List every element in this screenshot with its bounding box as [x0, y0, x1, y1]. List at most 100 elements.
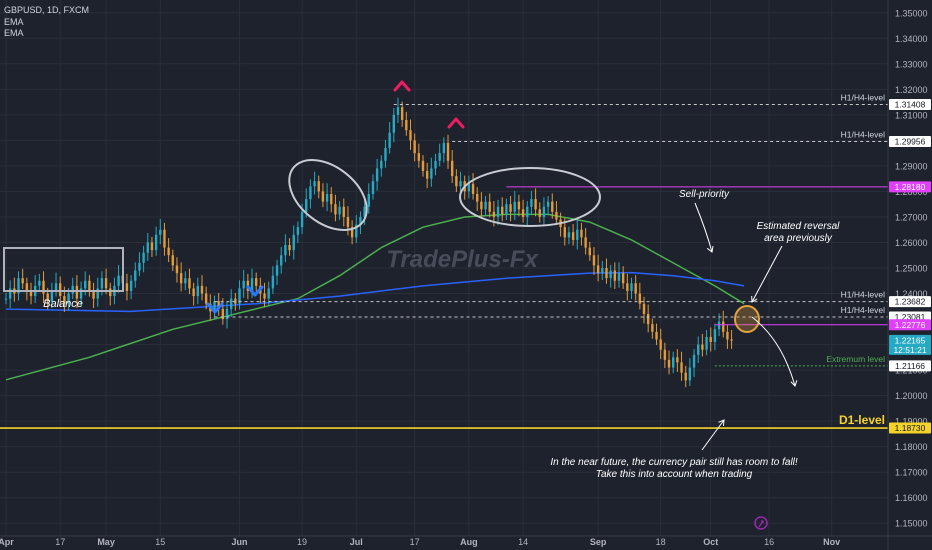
candle[interactable]: [38, 273, 41, 292]
sell-priority-arrow[interactable]: [694, 202, 714, 253]
candle[interactable]: [54, 272, 58, 297]
candle[interactable]: [409, 119, 412, 150]
candle[interactable]: [501, 197, 504, 222]
candle[interactable]: [546, 196, 550, 215]
candle[interactable]: [109, 282, 112, 306]
candle[interactable]: [471, 173, 475, 200]
candle[interactable]: [255, 272, 258, 292]
candle[interactable]: [405, 111, 408, 136]
candle[interactable]: [309, 179, 312, 209]
candle[interactable]: [705, 330, 708, 356]
candle[interactable]: [596, 254, 600, 282]
candle[interactable]: [217, 293, 220, 316]
ema-fast-line[interactable]: [5, 213, 745, 381]
candle[interactable]: [79, 281, 83, 307]
candle[interactable]: [580, 222, 583, 246]
candle[interactable]: [526, 201, 529, 227]
candle[interactable]: [171, 249, 174, 272]
candle[interactable]: [697, 336, 700, 363]
candle[interactable]: [359, 211, 362, 235]
candle[interactable]: [50, 282, 54, 309]
candle[interactable]: [496, 199, 500, 226]
candle[interactable]: [346, 206, 350, 236]
candle[interactable]: [609, 264, 612, 288]
candle[interactable]: [292, 225, 295, 260]
candle[interactable]: [400, 101, 404, 127]
candle[interactable]: [684, 365, 687, 388]
candle[interactable]: [571, 224, 575, 246]
candle[interactable]: [517, 194, 521, 217]
candle[interactable]: [584, 227, 587, 255]
candle[interactable]: [167, 238, 170, 263]
candle[interactable]: [192, 282, 195, 306]
candle[interactable]: [646, 304, 650, 333]
candle[interactable]: [33, 275, 37, 303]
candle[interactable]: [634, 275, 637, 301]
candle[interactable]: [317, 175, 320, 199]
candle[interactable]: [196, 277, 200, 305]
candle[interactable]: [200, 275, 204, 301]
candle[interactable]: [288, 238, 291, 256]
candle[interactable]: [275, 259, 279, 286]
candle[interactable]: [421, 155, 425, 177]
candle[interactable]: [271, 266, 275, 295]
event-marker-icon[interactable]: [754, 516, 768, 530]
candle[interactable]: [488, 193, 491, 218]
candle[interactable]: [313, 171, 316, 195]
candle[interactable]: [534, 188, 537, 217]
candle[interactable]: [225, 301, 229, 329]
candle[interactable]: [722, 310, 725, 338]
candle[interactable]: [179, 262, 183, 292]
candle[interactable]: [692, 349, 696, 377]
trough-marker-icon[interactable]: [246, 285, 264, 297]
candle[interactable]: [621, 266, 625, 289]
candle[interactable]: [17, 271, 20, 301]
candle[interactable]: [229, 289, 233, 318]
candle[interactable]: [709, 327, 712, 352]
candle[interactable]: [204, 286, 208, 310]
candle[interactable]: [4, 293, 8, 305]
candle[interactable]: [651, 318, 654, 339]
candle[interactable]: [601, 261, 604, 280]
candle[interactable]: [150, 236, 154, 258]
candle[interactable]: [334, 194, 337, 222]
indicator-ema-2[interactable]: EMA: [4, 28, 24, 38]
candle[interactable]: [175, 257, 179, 283]
candle[interactable]: [159, 218, 162, 245]
candle[interactable]: [325, 183, 329, 212]
candle[interactable]: [388, 122, 391, 154]
candle[interactable]: [680, 351, 683, 381]
candle[interactable]: [567, 226, 571, 245]
candle[interactable]: [617, 262, 621, 288]
candle[interactable]: [613, 262, 617, 289]
candle[interactable]: [576, 218, 579, 250]
candle[interactable]: [280, 247, 283, 274]
candle[interactable]: [509, 196, 512, 222]
candle[interactable]: [450, 150, 454, 184]
bottom-note-arrow[interactable]: [701, 419, 725, 451]
candle[interactable]: [592, 247, 596, 275]
candle[interactable]: [555, 201, 558, 226]
candle[interactable]: [446, 134, 450, 169]
candle[interactable]: [42, 271, 45, 303]
candle[interactable]: [367, 183, 370, 214]
reversal-area-circle[interactable]: [734, 305, 760, 333]
candle[interactable]: [96, 277, 99, 307]
candle[interactable]: [425, 162, 429, 189]
candle[interactable]: [726, 324, 729, 349]
candle[interactable]: [538, 202, 541, 223]
candle[interactable]: [730, 330, 733, 349]
candle[interactable]: [104, 268, 108, 295]
candle[interactable]: [380, 155, 383, 177]
candle[interactable]: [467, 175, 471, 199]
candle[interactable]: [505, 198, 508, 221]
candle[interactable]: [134, 262, 137, 288]
candle[interactable]: [413, 133, 416, 162]
candle[interactable]: [88, 275, 91, 297]
indicator-ema-1[interactable]: EMA: [4, 17, 24, 27]
candle[interactable]: [480, 192, 483, 218]
peak-marker-icon[interactable]: [393, 80, 411, 92]
candle[interactable]: [284, 234, 287, 263]
candle[interactable]: [434, 153, 437, 176]
candle[interactable]: [13, 277, 16, 302]
